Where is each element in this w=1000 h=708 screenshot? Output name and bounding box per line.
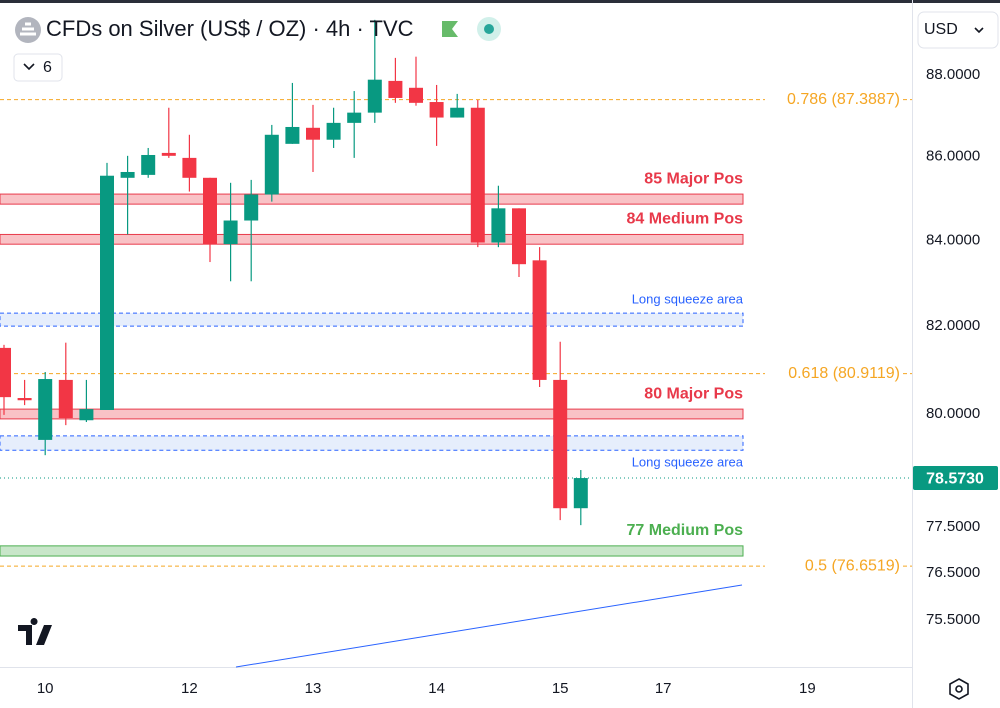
flag-icon[interactable] bbox=[442, 21, 458, 37]
level-label: 0.618 (80.9119) bbox=[788, 365, 900, 382]
plot: 88.0000 86.0000 84.0000 82.0000 80.0000 77.50… bbox=[0, 19, 998, 697]
candle-body bbox=[38, 379, 53, 440]
candle-body bbox=[450, 107, 465, 118]
candle-body bbox=[347, 112, 362, 123]
y-tick-label: 84.0000 bbox=[926, 231, 980, 248]
indicator-count: 6 bbox=[43, 59, 52, 76]
candle-body bbox=[203, 177, 217, 245]
candle-body bbox=[470, 107, 485, 243]
zone bbox=[0, 193, 744, 205]
candle-body bbox=[306, 127, 320, 140]
y-tick-label: 88.0000 bbox=[926, 66, 980, 83]
candle-body bbox=[264, 134, 279, 195]
currency-label: USD bbox=[924, 21, 958, 38]
x-tick-label: 15 bbox=[552, 680, 569, 697]
candle-body bbox=[120, 171, 135, 178]
last-price-label: 78.5730 bbox=[926, 470, 984, 487]
y-tick-label: 86.0000 bbox=[926, 148, 980, 165]
x-tick-label: 10 bbox=[37, 680, 54, 697]
y-tick-label: 82.0000 bbox=[926, 317, 980, 334]
zone bbox=[0, 435, 744, 451]
x-tick-label: 13 bbox=[305, 680, 322, 697]
chart-title: CFDs on Silver (US$ / OZ) · 4h · TVC bbox=[46, 16, 414, 41]
zone-label: 80 Major Pos bbox=[644, 385, 743, 402]
zone-label: Long squeeze area bbox=[632, 455, 744, 470]
x-tick-label: 14 bbox=[428, 680, 445, 697]
candle-body bbox=[182, 157, 197, 178]
candle-body bbox=[409, 87, 423, 103]
candle-body bbox=[0, 347, 11, 398]
currency-dropdown[interactable] bbox=[917, 11, 999, 49]
candle-body bbox=[223, 220, 238, 245]
symbol-icon-glyph bbox=[20, 22, 36, 36]
candle-body bbox=[367, 79, 382, 113]
candle-body bbox=[285, 126, 300, 144]
trend-line bbox=[235, 584, 743, 668]
candle-body bbox=[58, 379, 73, 419]
zone bbox=[0, 233, 744, 245]
indicators-toggle[interactable] bbox=[13, 53, 63, 82]
level-label: 0.786 (87.3887) bbox=[787, 91, 900, 108]
zone bbox=[0, 545, 744, 557]
candle-body bbox=[553, 379, 568, 509]
candle-body bbox=[532, 260, 547, 380]
last-price-badge bbox=[913, 466, 998, 491]
candle-body bbox=[512, 208, 526, 265]
y-tick-label: 80.0000 bbox=[926, 405, 980, 422]
zone-label: 85 Major Pos bbox=[644, 170, 743, 187]
zone-label: 77 Medium Pos bbox=[627, 522, 744, 539]
y-tick-label: 77.5000 bbox=[926, 518, 980, 535]
tv-logo bbox=[18, 618, 52, 645]
candle-body bbox=[326, 122, 341, 140]
candle-body bbox=[161, 152, 176, 156]
candle-body bbox=[100, 175, 114, 411]
zone bbox=[0, 408, 744, 420]
x-tick-label: 17 bbox=[655, 680, 672, 697]
candle-body bbox=[79, 409, 94, 421]
y-tick-label: 76.5000 bbox=[926, 564, 980, 581]
candle-body bbox=[388, 80, 403, 98]
candle-body bbox=[429, 102, 444, 118]
x-tick-label: 19 bbox=[799, 680, 816, 697]
chevron bbox=[23, 63, 35, 71]
candle-body bbox=[573, 478, 588, 509]
x-tick-label: 12 bbox=[181, 680, 198, 697]
candle-body bbox=[141, 154, 156, 175]
settings-icon[interactable] bbox=[949, 678, 969, 700]
top-border bbox=[0, 0, 1000, 3]
candle-body bbox=[244, 194, 259, 221]
status-dot bbox=[484, 24, 494, 34]
zone-label: 84 Medium Pos bbox=[627, 211, 744, 228]
level-label: 0.5 (76.6519) bbox=[805, 557, 900, 574]
y-tick-label: 75.5000 bbox=[926, 611, 980, 628]
zone-label: Long squeeze area bbox=[632, 292, 744, 307]
settings-icon-center bbox=[955, 685, 963, 693]
zone bbox=[0, 312, 744, 327]
candle-body bbox=[491, 208, 506, 243]
candle-body bbox=[17, 398, 32, 401]
chevron bbox=[974, 27, 984, 34]
